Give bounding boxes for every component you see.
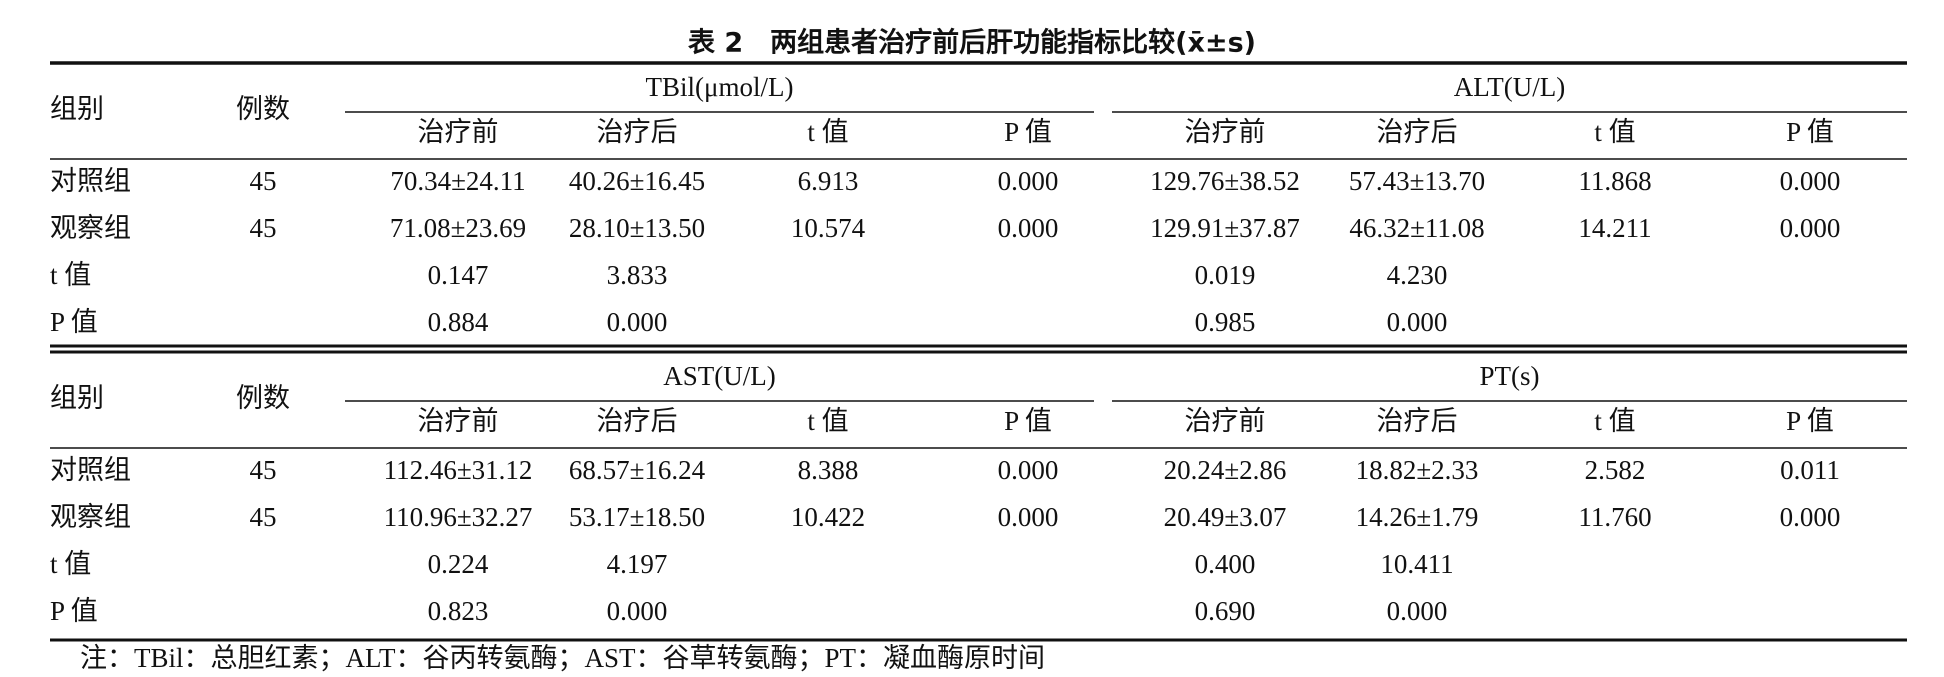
table-cell: 2.582 [1585, 455, 1646, 485]
table-cell: 0.000 [998, 455, 1059, 485]
table-cell: 4.197 [607, 549, 668, 579]
table-cell: 129.91±37.87 [1150, 213, 1300, 243]
table-cell: 0.000 [1387, 596, 1448, 626]
table-cell: 0.823 [428, 596, 489, 626]
table-cell: 10.574 [791, 213, 866, 243]
row-label: 对照组 [50, 166, 131, 196]
table-cell: 0.884 [428, 307, 489, 337]
table-cell: 0.000 [998, 166, 1059, 196]
column-header: t 值 [807, 406, 848, 436]
table-cell: 8.388 [798, 455, 859, 485]
row-label: P 值 [50, 307, 98, 337]
table-cell: 11.868 [1578, 166, 1651, 196]
table-cell: 20.24±2.86 [1164, 455, 1287, 485]
table-cell: 6.913 [798, 166, 859, 196]
table-cell: 57.43±13.70 [1349, 166, 1485, 196]
table-cell: 0.985 [1195, 307, 1256, 337]
table-cell: 14.211 [1578, 213, 1651, 243]
header-cell: 组别 [50, 383, 104, 413]
column-header: t 值 [1594, 117, 1635, 147]
table-cell: 0.400 [1195, 549, 1256, 579]
column-header: P 值 [1004, 406, 1052, 436]
table-cell: 0.000 [607, 596, 668, 626]
table-cell: 45 [250, 166, 277, 196]
row-label: t 值 [50, 260, 91, 290]
table-cell: 0.019 [1195, 260, 1256, 290]
table-cell: 68.57±16.24 [569, 455, 706, 485]
table-cell: 0.000 [1387, 307, 1448, 337]
table-cell: 0.147 [428, 260, 489, 290]
table-cell: 20.49±3.07 [1164, 502, 1287, 532]
table-note: 注：TBil：总胆红素；ALT：谷丙转氨酶；AST：谷草转氨酶；PT：凝血酶原时… [80, 643, 1045, 673]
header-cell: 组别 [50, 94, 104, 124]
row-label: 对照组 [50, 455, 131, 485]
table-cell: 40.26±16.45 [569, 166, 705, 196]
table-cell: 70.34±24.11 [390, 166, 525, 196]
table-cell: 53.17±18.50 [569, 502, 705, 532]
column-header: 治疗后 [597, 117, 678, 147]
table-cell: 28.10±13.50 [569, 213, 705, 243]
metric-header: PT(s) [1480, 361, 1540, 391]
column-header: P 值 [1004, 117, 1052, 147]
table-cell: 4.230 [1387, 260, 1448, 290]
metric-header: ALT(U/L) [1454, 72, 1565, 102]
header-cell: 例数 [236, 383, 290, 413]
table-cell: 3.833 [607, 260, 668, 290]
column-header: t 值 [807, 117, 848, 147]
column-header: 治疗前 [1185, 117, 1266, 147]
column-header: P 值 [1786, 117, 1834, 147]
table-cell: 10.422 [791, 502, 865, 532]
row-label: 观察组 [50, 502, 131, 532]
table-cell: 0.000 [607, 307, 668, 337]
table-cell: 0.000 [1780, 166, 1841, 196]
column-header: 治疗后 [597, 406, 678, 436]
table-cell: 112.46±31.12 [384, 455, 533, 485]
table-title: 表 2 两组患者治疗前后肝功能指标比较(x̄±s) [688, 27, 1256, 59]
table-cell: 45 [250, 502, 277, 532]
table-cell: 11.760 [1578, 502, 1651, 532]
column-header: t 值 [1594, 406, 1635, 436]
column-header: 治疗前 [418, 406, 499, 436]
table-cell: 0.011 [1780, 455, 1840, 485]
table-cell: 18.82±2.33 [1356, 455, 1479, 485]
row-label: 观察组 [50, 213, 131, 243]
table-cell: 110.96±32.27 [384, 502, 533, 532]
table-cell: 46.32±11.08 [1349, 213, 1484, 243]
table-cell: 0.000 [998, 213, 1059, 243]
table-cell: 0.224 [428, 549, 489, 579]
metric-header: AST(U/L) [663, 361, 775, 391]
table-cell: 45 [250, 455, 277, 485]
header-cell: 例数 [236, 94, 290, 124]
table-cell: 0.000 [998, 502, 1059, 532]
table-cell: 0.000 [1780, 213, 1841, 243]
column-header: 治疗后 [1377, 406, 1458, 436]
table-cell: 14.26±1.79 [1356, 502, 1479, 532]
column-header: 治疗前 [1185, 406, 1266, 436]
metric-header: TBil(μmol/L) [646, 72, 794, 102]
table-cell: 45 [250, 213, 277, 243]
table-cell: 0.690 [1195, 596, 1256, 626]
table-cell: 129.76±38.52 [1150, 166, 1300, 196]
row-label: t 值 [50, 549, 91, 579]
column-header: P 值 [1786, 406, 1834, 436]
table-cell: 0.000 [1780, 502, 1841, 532]
row-label: P 值 [50, 596, 98, 626]
column-header: 治疗前 [418, 117, 499, 147]
table-cell: 10.411 [1380, 549, 1453, 579]
table-cell: 71.08±23.69 [390, 213, 526, 243]
column-header: 治疗后 [1377, 117, 1458, 147]
